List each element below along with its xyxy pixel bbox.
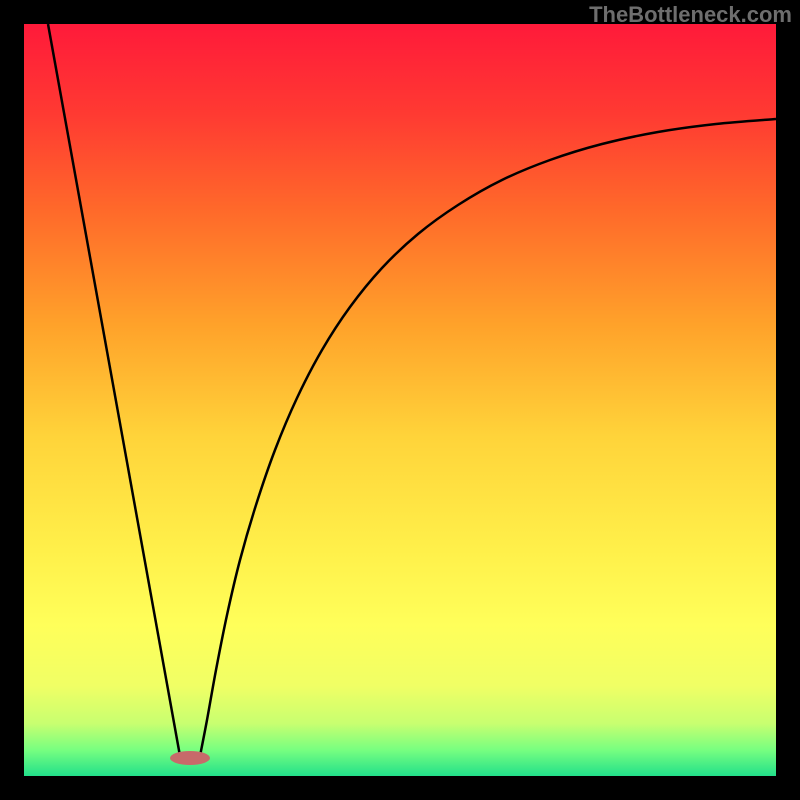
curve-layer <box>0 0 800 800</box>
curve-right <box>200 119 776 756</box>
bottleneck-marker <box>170 751 210 765</box>
curve-left-line <box>48 24 180 756</box>
chart-container: TheBottleneck.com <box>0 0 800 800</box>
watermark-text: TheBottleneck.com <box>589 2 792 28</box>
